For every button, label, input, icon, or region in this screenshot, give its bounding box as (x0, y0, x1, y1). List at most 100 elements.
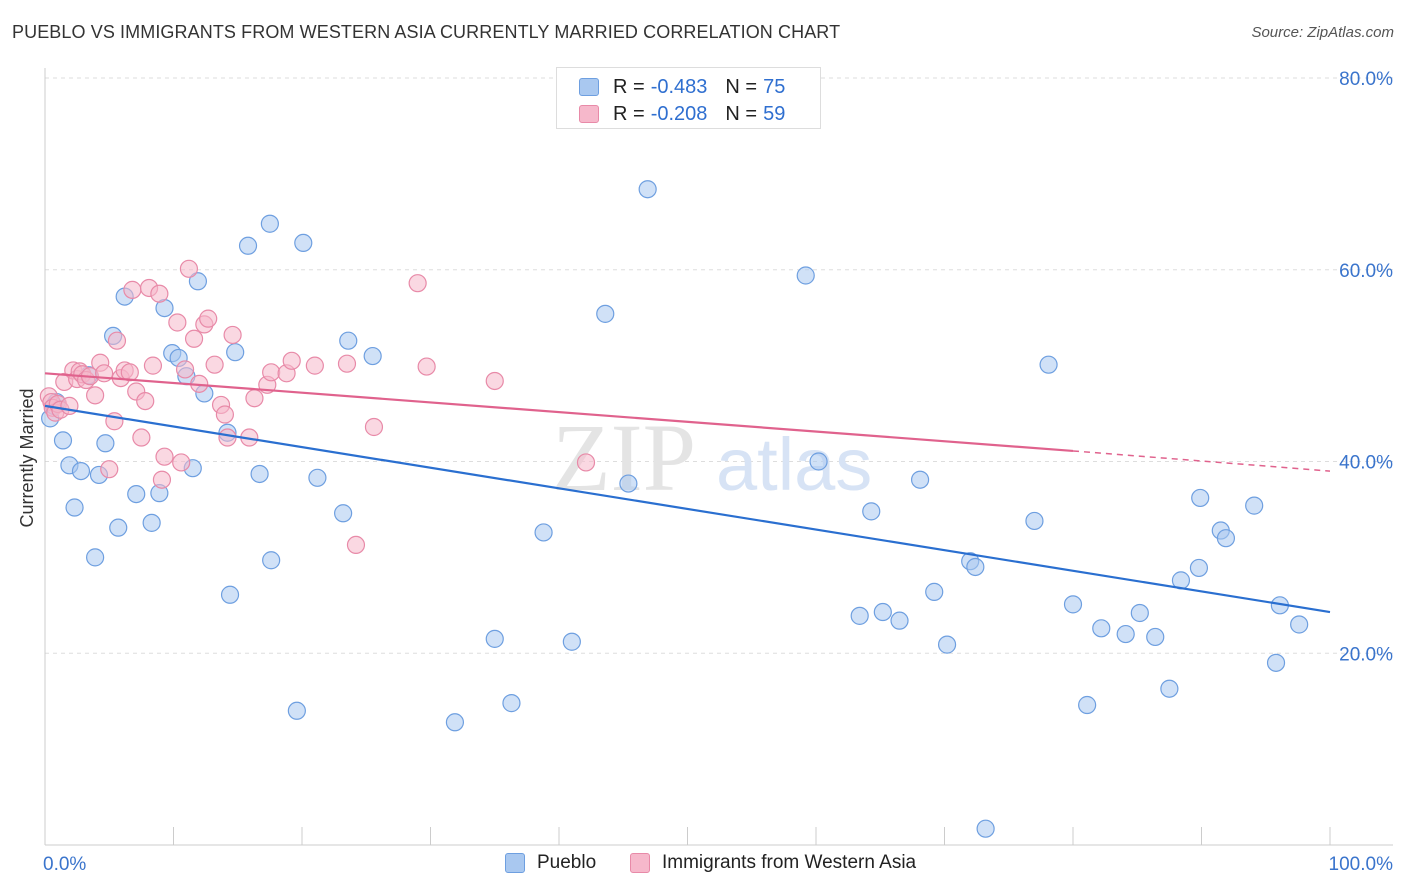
western-asia-point (123, 280, 142, 299)
pueblo-point (339, 331, 358, 350)
pueblo-point (262, 551, 281, 570)
pueblo-point (1039, 355, 1058, 374)
western-asia-point (86, 386, 105, 405)
pueblo-point (562, 632, 581, 651)
pueblo-point (363, 346, 382, 366)
pueblo-point (109, 518, 128, 537)
western-asia-point (172, 453, 191, 472)
western-asia-point (150, 284, 169, 303)
pueblo-point (334, 504, 353, 523)
n-label: N = (725, 102, 758, 125)
pueblo-swatch (505, 853, 525, 873)
western-asia-point (120, 363, 139, 382)
western-asia-trend-line (44, 372, 1074, 453)
western-asia-point (346, 535, 366, 555)
pueblo-point (976, 819, 995, 838)
chart-title: PUEBLO VS IMMIGRANTS FROM WESTERN ASIA C… (12, 22, 841, 42)
n-value: 75 (763, 75, 786, 98)
pueblo-point (796, 266, 815, 285)
x-tick-label: 0.0% (43, 854, 86, 875)
pueblo-point (502, 694, 521, 713)
legend-label-pueblo: Pueblo (537, 852, 597, 873)
western-asia-point (168, 313, 187, 332)
r-label: R = (613, 102, 645, 125)
pueblo-point (809, 452, 828, 471)
pueblo-point (937, 635, 957, 654)
n-label: N = (725, 75, 758, 98)
western-asia-point (132, 428, 151, 447)
pueblo-point (638, 180, 657, 199)
y-axis-label: Currently Married (17, 388, 37, 527)
western-asia-point (262, 363, 281, 382)
pueblo-point (188, 272, 208, 291)
pueblo-point (1025, 511, 1044, 531)
western-asia-swatch (630, 853, 650, 873)
legend-item-western-asia: Immigrants from Western Asia (630, 852, 916, 874)
pueblo-point (53, 431, 73, 450)
western-asia-swatch (579, 105, 599, 123)
pueblo-point (910, 470, 930, 489)
pueblo-point (287, 701, 306, 720)
pueblo-point (260, 214, 279, 233)
western-asia-point (408, 274, 427, 293)
western-asia-point (364, 417, 384, 437)
pueblo-point (1063, 595, 1083, 614)
western-asia-point (215, 405, 234, 424)
western-asia-point (205, 355, 224, 374)
legend-row-western-asia: R = -0.208 N = 59 (579, 101, 785, 127)
pueblo-point (65, 498, 84, 517)
pueblo-point (890, 611, 909, 630)
pueblo-point (250, 464, 269, 484)
correlation-legend: R = -0.483 N = 75 R = -0.208 N = 59 (556, 67, 821, 129)
western-asia-point (576, 453, 596, 472)
pueblo-point (925, 582, 944, 601)
pueblo-point (862, 502, 881, 521)
western-asia-point (485, 371, 504, 391)
pueblo-point (485, 629, 504, 648)
x-tick-label: 100.0% (1329, 854, 1394, 875)
pueblo-point (86, 548, 105, 567)
pueblo-point (308, 468, 327, 487)
western-asia-point (417, 357, 436, 376)
y-tick-label: 20.0% (1339, 644, 1393, 665)
watermark: ZIP atlas (552, 404, 872, 511)
r-value: -0.208 (650, 102, 708, 125)
western-asia-point (100, 460, 119, 479)
western-asia-point (305, 356, 324, 375)
pueblo-point (1160, 679, 1179, 698)
pueblo-trend-line (44, 404, 1331, 614)
western-asia-point (245, 389, 264, 408)
pueblo-point (1130, 603, 1149, 623)
western-asia-point (136, 391, 155, 411)
pueblo-point (966, 557, 985, 577)
pueblo-point (238, 236, 258, 255)
western-asia-point (223, 325, 242, 345)
pueblo-point (1290, 615, 1309, 634)
pueblo-point (127, 484, 146, 504)
y-tick-label: 80.0% (1339, 69, 1393, 90)
western-asia-point (184, 329, 204, 348)
legend-row-pueblo: R = -0.483 N = 75 (579, 74, 785, 100)
axes: 20.0% 40.0% 60.0% 80.0% 0.0% 100.0% (43, 68, 1393, 875)
y-tick-label: 60.0% (1339, 261, 1393, 282)
western-asia-point (143, 356, 163, 375)
n-value: 59 (763, 102, 786, 125)
series-legend: Pueblo Immigrants from Western Asia (0, 850, 1406, 880)
r-value: -0.483 (650, 75, 708, 98)
western-asia-point (199, 309, 218, 328)
western-asia-point (337, 354, 357, 373)
pueblo-point (96, 434, 115, 453)
trend-lines (44, 372, 1331, 614)
pueblo-point (1266, 653, 1286, 672)
pueblo-point (1146, 627, 1165, 647)
western-asia-point (152, 470, 172, 489)
western-asia-point (218, 428, 237, 447)
watermark-zip: ZIP (552, 404, 696, 511)
pueblo-point (294, 233, 313, 253)
pueblo-point (445, 713, 465, 732)
pueblo-point (71, 461, 91, 481)
pueblo-point (1191, 488, 1210, 508)
pueblo-point (1092, 619, 1111, 638)
western-asia-point (282, 351, 301, 370)
